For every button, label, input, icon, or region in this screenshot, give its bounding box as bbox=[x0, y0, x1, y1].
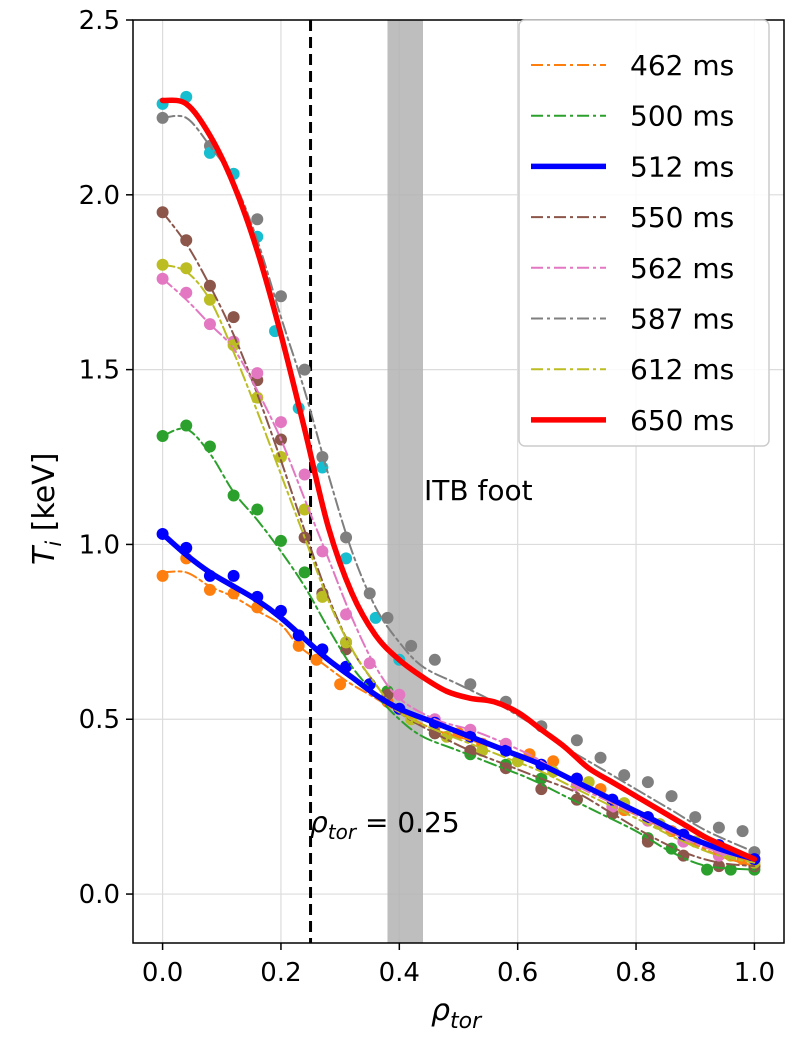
data-point bbox=[334, 678, 347, 691]
rho-annotation-symbol: ρ bbox=[310, 806, 328, 839]
legend-label: 612 ms bbox=[630, 353, 734, 386]
data-point bbox=[464, 678, 477, 691]
legend-label: 500 ms bbox=[630, 100, 734, 133]
data-point bbox=[340, 531, 353, 544]
x-tick-label: 0.0 bbox=[142, 958, 183, 988]
x-axis-label: ρtor bbox=[431, 993, 483, 1033]
itb-foot-label: ITB foot bbox=[424, 474, 533, 507]
data-point bbox=[298, 503, 311, 516]
series-points-587-ms bbox=[156, 111, 761, 859]
x-tick-label: 1.0 bbox=[734, 958, 775, 988]
data-point bbox=[316, 545, 329, 558]
y-axis-label-unit: [keV] bbox=[27, 453, 62, 541]
data-point bbox=[618, 769, 631, 782]
data-point bbox=[641, 835, 654, 848]
legend-label: 550 ms bbox=[630, 201, 734, 234]
data-point bbox=[736, 825, 749, 838]
plot-frame bbox=[132, 19, 785, 944]
legend-box bbox=[518, 19, 770, 447]
x-tick-label: 0.8 bbox=[615, 958, 656, 988]
rho-annotation: ρtor = 0.25 bbox=[310, 806, 460, 844]
legend-label: 462 ms bbox=[630, 49, 734, 82]
y-axis-label-sub: i bbox=[42, 541, 66, 547]
data-point bbox=[689, 811, 702, 824]
data-point bbox=[340, 552, 353, 565]
data-point bbox=[227, 489, 240, 502]
y-tick-label: 1.5 bbox=[79, 356, 120, 386]
data-point bbox=[227, 311, 240, 324]
data-point bbox=[274, 534, 287, 547]
data-point bbox=[665, 790, 678, 803]
x-ticks: 0.0 0.2 0.4 0.6 0.8 1.0 bbox=[142, 943, 775, 988]
legend-item-512-ms: 512 ms bbox=[531, 150, 734, 183]
data-point bbox=[227, 569, 240, 582]
y-axis-label-symbol: T bbox=[27, 544, 62, 565]
legend-item-587-ms: 587 ms bbox=[531, 303, 734, 336]
legend-label: 562 ms bbox=[630, 252, 734, 285]
series-layer bbox=[159, 97, 758, 871]
legend-label: 587 ms bbox=[630, 303, 734, 336]
data-point bbox=[641, 776, 654, 789]
data-point bbox=[274, 416, 287, 429]
x-tick-label: 0.4 bbox=[379, 958, 420, 988]
data-point bbox=[570, 734, 583, 747]
legend-label: 650 ms bbox=[630, 404, 734, 437]
legend: 462 ms 500 ms 512 ms 550 ms 562 ms 587 ms 612 … bbox=[518, 19, 770, 447]
data-point bbox=[340, 636, 353, 649]
data-point bbox=[251, 213, 264, 226]
data-point bbox=[251, 367, 264, 380]
y-tick-label: 2.5 bbox=[79, 6, 120, 36]
legend-item-462-ms: 462 ms bbox=[531, 49, 734, 82]
y-ticks: 0.0 0.5 1.0 1.5 2.0 2.5 bbox=[79, 6, 133, 910]
legend-items: 462 ms 500 ms 512 ms 550 ms 562 ms 587 ms 612 … bbox=[531, 49, 734, 437]
rho-annotation-sub: tor bbox=[328, 820, 358, 844]
data-point bbox=[180, 262, 193, 275]
data-point bbox=[274, 290, 287, 303]
x-axis-label-symbol: ρ bbox=[431, 993, 450, 1028]
y-axis-label: Ti [keV] bbox=[27, 453, 66, 565]
data-point bbox=[393, 688, 406, 701]
series-line-562-ms bbox=[161, 277, 756, 861]
y-tick-label: 2.0 bbox=[79, 181, 120, 211]
data-point bbox=[298, 363, 311, 376]
x-tick-label: 0.2 bbox=[260, 958, 301, 988]
legend-item-612-ms: 612 ms bbox=[531, 353, 734, 386]
rho-annotation-value: = 0.25 bbox=[356, 806, 460, 839]
y-tick-label: 0.0 bbox=[79, 880, 120, 910]
legend-item-562-ms: 562 ms bbox=[531, 252, 734, 285]
x-axis-label-sub: tor bbox=[450, 1009, 483, 1033]
legend-item-500-ms: 500 ms bbox=[531, 100, 734, 133]
itb-foot-band bbox=[387, 20, 423, 943]
data-point bbox=[428, 653, 441, 666]
series-line-512-ms bbox=[159, 531, 758, 862]
legend-item-650-ms: 650 ms bbox=[531, 404, 734, 437]
legend-label: 512 ms bbox=[630, 150, 734, 183]
data-point bbox=[180, 234, 193, 247]
x-tick-label: 0.6 bbox=[497, 958, 538, 988]
data-point bbox=[405, 639, 418, 652]
data-point bbox=[298, 566, 311, 579]
data-point bbox=[298, 468, 311, 481]
data-point bbox=[547, 755, 560, 768]
series-line-500-ms bbox=[161, 427, 756, 871]
y-tick-label: 1.0 bbox=[79, 530, 120, 560]
data-point bbox=[251, 503, 264, 516]
series-line-650-ms bbox=[159, 97, 758, 862]
data-point bbox=[594, 751, 607, 764]
legend-item-550-ms: 550 ms bbox=[531, 201, 734, 234]
data-point bbox=[712, 821, 725, 834]
y-tick-label: 0.5 bbox=[79, 705, 120, 735]
